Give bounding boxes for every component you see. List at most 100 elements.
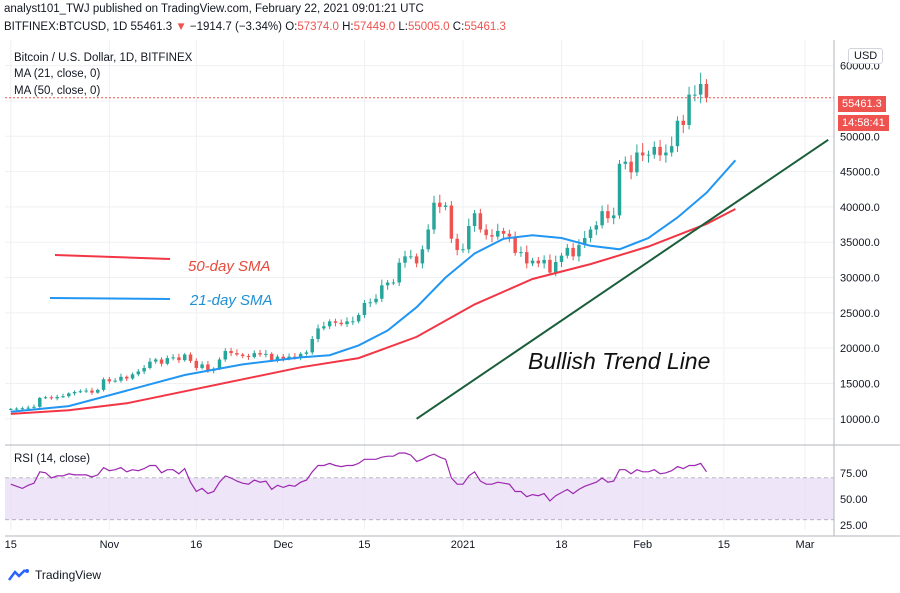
down-arrow-icon: ▼ bbox=[175, 21, 187, 33]
candle-body bbox=[675, 120, 680, 147]
candle-body bbox=[403, 256, 407, 263]
candle-body bbox=[698, 84, 703, 95]
candle-body bbox=[594, 225, 599, 230]
time-tick-label: 16 bbox=[190, 539, 202, 551]
bullish-trend-line bbox=[416, 138, 829, 420]
candle-body bbox=[310, 338, 314, 353]
candle-body bbox=[565, 247, 570, 256]
open-label: O: bbox=[285, 21, 298, 33]
candle-body bbox=[362, 302, 367, 315]
candle-body bbox=[38, 397, 42, 407]
currency-button[interactable]: USD bbox=[848, 48, 884, 64]
time-tick-label: Dec bbox=[273, 539, 293, 551]
time-tick-label: 18 bbox=[555, 539, 567, 551]
price-tick-label: 30000.0 bbox=[840, 273, 880, 285]
time-tick-label: 15 bbox=[358, 539, 370, 551]
time-tick-label: Mar bbox=[796, 539, 815, 551]
candle-body bbox=[380, 285, 384, 299]
candle-body bbox=[368, 302, 372, 304]
candle-body bbox=[281, 356, 286, 359]
candle-body bbox=[629, 161, 633, 173]
candle-body bbox=[397, 262, 401, 283]
candle-body bbox=[252, 353, 257, 358]
candle-body bbox=[606, 211, 610, 219]
axes: 10000.0 15000.0 20000.0 25000.0 30000.0 35000… bbox=[5, 40, 900, 551]
time-tick-label: 2021 bbox=[451, 539, 475, 551]
candle-body bbox=[96, 389, 100, 393]
rsi-band bbox=[5, 478, 834, 520]
candle-body bbox=[559, 255, 564, 263]
candle-body bbox=[455, 238, 459, 251]
candle-body bbox=[623, 161, 628, 164]
high-label: H: bbox=[342, 21, 354, 33]
candle-body bbox=[582, 237, 587, 246]
candle-body bbox=[235, 353, 239, 355]
price-tick-label: 45000.0 bbox=[840, 167, 880, 179]
price-tick-label: 15000.0 bbox=[840, 378, 880, 390]
candle-body bbox=[345, 321, 349, 325]
candle-body bbox=[148, 361, 152, 368]
candle-body bbox=[113, 380, 117, 382]
candle-body bbox=[26, 407, 30, 409]
price-tick-label: 40000.0 bbox=[840, 202, 880, 214]
candle-body bbox=[484, 229, 488, 236]
tradingview-logo[interactable]: TradingView bbox=[8, 568, 101, 582]
candle-body bbox=[194, 360, 199, 368]
candle-body bbox=[513, 236, 517, 253]
candle-body bbox=[530, 260, 535, 264]
candle-body bbox=[443, 205, 448, 207]
grid-lines bbox=[5, 40, 834, 530]
candle-body bbox=[385, 282, 390, 286]
price-chart[interactable]: 10000.0 15000.0 20000.0 25000.0 30000.0 35000… bbox=[0, 40, 900, 555]
candle-body bbox=[600, 211, 604, 226]
close-value: 55461.3 bbox=[464, 21, 506, 33]
candle-body bbox=[72, 391, 77, 394]
candle-body bbox=[327, 321, 332, 327]
candle-body bbox=[356, 314, 361, 322]
sma50-annotation: 50-day SMA bbox=[188, 258, 271, 275]
time-tick-label: Nov bbox=[100, 539, 120, 551]
candle-body bbox=[496, 230, 500, 237]
candle-body bbox=[171, 357, 175, 359]
candle-body bbox=[264, 353, 268, 355]
candle-body bbox=[223, 351, 228, 360]
countdown-tag: 14:58:41 bbox=[838, 115, 889, 131]
last-price: 55461.3 bbox=[130, 21, 173, 33]
candle-body bbox=[525, 252, 529, 264]
candle-body bbox=[351, 321, 355, 323]
candle-body bbox=[304, 352, 309, 354]
candle-body bbox=[461, 249, 465, 251]
candle-body bbox=[571, 247, 575, 257]
candle-body bbox=[287, 356, 291, 359]
candle-body bbox=[67, 393, 71, 397]
candle-body bbox=[658, 146, 662, 156]
brand-name: TradingView bbox=[35, 568, 102, 582]
candle-body bbox=[61, 396, 65, 398]
candle-body bbox=[577, 245, 581, 257]
rsi-legend: RSI (14, close) bbox=[14, 453, 91, 465]
candle-body bbox=[159, 359, 164, 364]
last-price-tag: 55461.3 bbox=[838, 96, 886, 112]
candle-body bbox=[107, 379, 112, 382]
candle-body bbox=[519, 252, 523, 254]
candle-body bbox=[617, 163, 622, 216]
price-tick-label: 20000.0 bbox=[840, 343, 880, 355]
candle-body bbox=[640, 152, 645, 156]
candle-body bbox=[409, 256, 413, 258]
open-value: 57374.0 bbox=[297, 21, 339, 33]
candle-body bbox=[339, 322, 343, 325]
candle-body bbox=[165, 358, 170, 364]
candle-body bbox=[490, 235, 494, 237]
candle-body bbox=[449, 205, 454, 239]
candle-body bbox=[90, 390, 94, 393]
rsi-line bbox=[10, 452, 707, 502]
candle-body bbox=[501, 230, 506, 234]
candle-body bbox=[32, 406, 36, 408]
candle-body bbox=[316, 328, 320, 339]
candle-body bbox=[14, 408, 19, 410]
chart-title: Bitcoin / U.S. Dollar, 1D, BITFINEX bbox=[14, 52, 193, 64]
candle-body bbox=[664, 152, 668, 156]
candle-body bbox=[472, 213, 477, 226]
candle-body bbox=[553, 262, 558, 273]
sma50-legend-line bbox=[54, 254, 171, 260]
